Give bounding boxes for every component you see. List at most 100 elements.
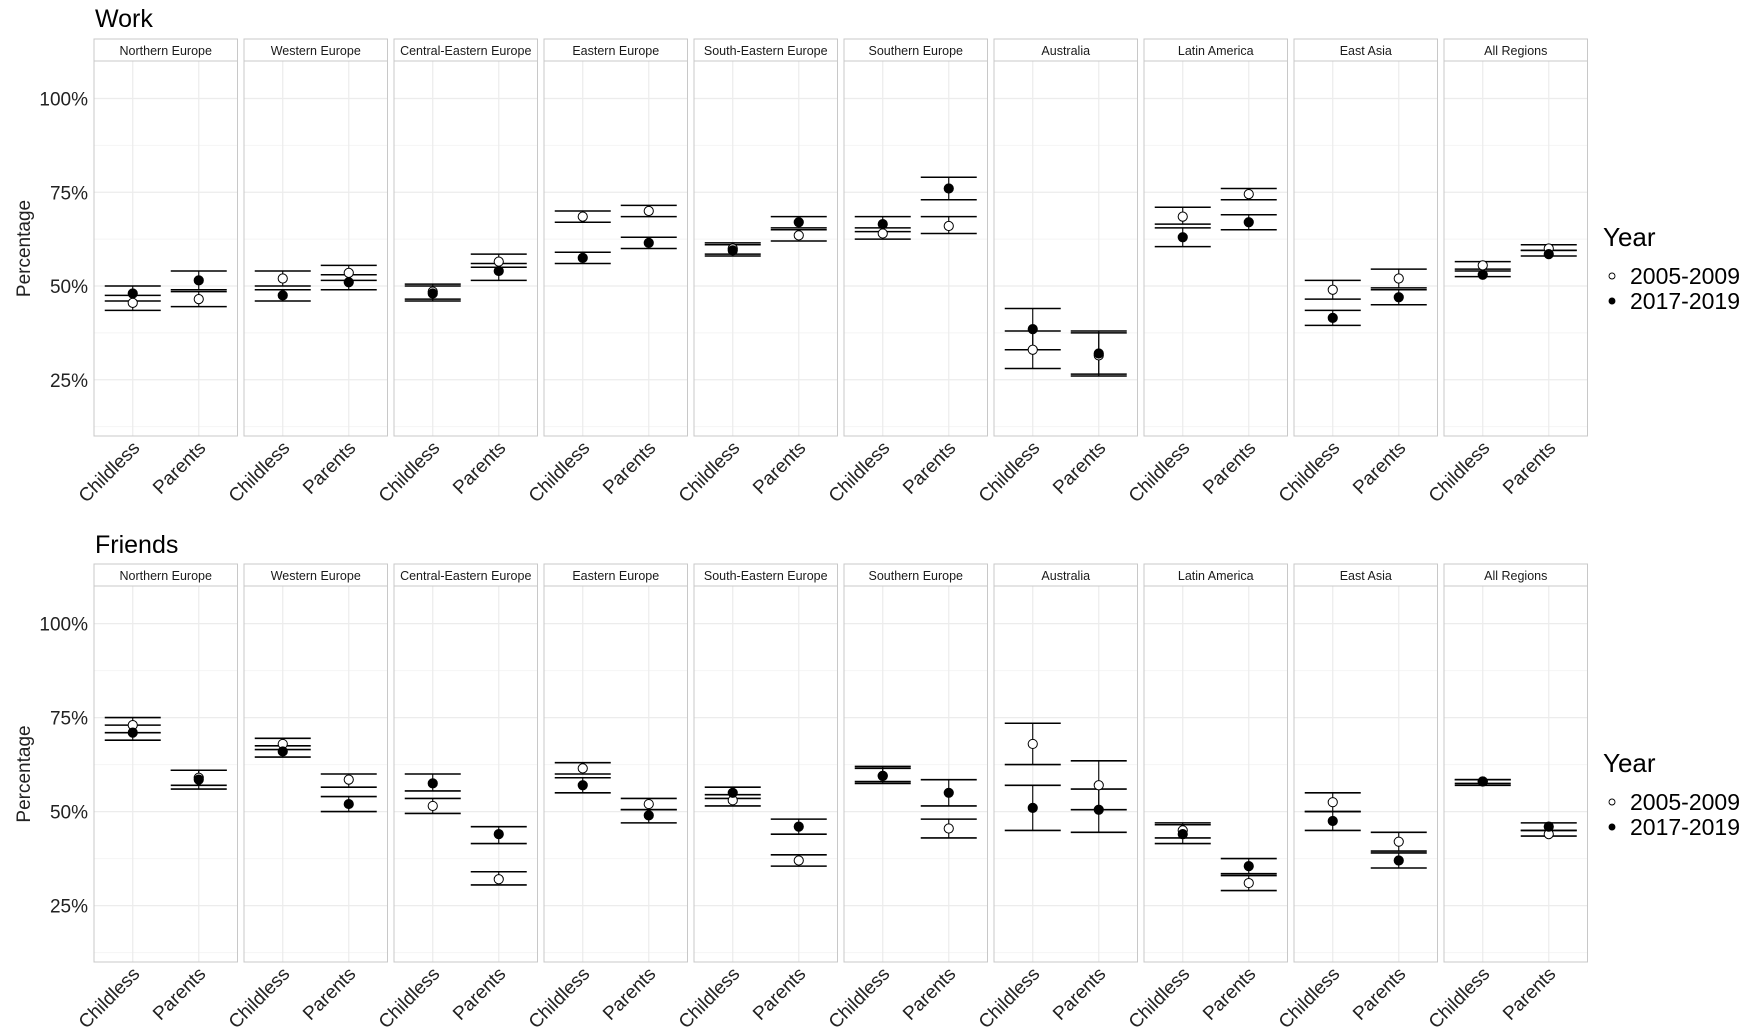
point-2005-2009	[427, 800, 438, 812]
point-2005-2009	[577, 211, 588, 222]
panel-border	[1443, 585, 1588, 963]
point-2017-2019	[1393, 855, 1404, 866]
point-2017-2019	[277, 290, 288, 301]
x-tick-label: Parents	[1349, 964, 1410, 1025]
point-2005-2009	[577, 763, 588, 774]
x-tick-label: Childless	[1125, 964, 1194, 1028]
x-tick-label: Parents	[1199, 964, 1260, 1025]
x-tick-label: Parents	[899, 964, 960, 1025]
panel-border	[993, 585, 1138, 963]
point-2005-2009	[1177, 211, 1188, 222]
point-2017-2019	[727, 245, 738, 256]
point-2017-2019	[643, 237, 654, 248]
y-tick-label: 100%	[39, 90, 88, 111]
x-tick-label: Parents	[1349, 438, 1410, 499]
x-tick-label: Childless	[825, 964, 894, 1028]
facet-label: Eastern Europe	[572, 569, 659, 583]
panel-border	[93, 60, 238, 437]
point-2005-2009	[493, 874, 504, 885]
plot-area	[1294, 61, 1438, 436]
y-tick-label: 75%	[50, 183, 88, 204]
facet-panel: Latin America Childless Parents	[1125, 563, 1288, 1028]
x-tick-label: Childless	[825, 438, 894, 507]
panel-border	[993, 60, 1138, 437]
y-tick-label: 100%	[39, 615, 88, 636]
point-2017-2019	[1243, 217, 1254, 228]
legend-entry: 2017-2019	[1630, 288, 1740, 314]
facet-panel: All Regions Childless Parents	[1425, 38, 1588, 507]
x-tick-label: Parents	[1049, 438, 1110, 499]
point-2017-2019	[1027, 324, 1038, 335]
plot-area	[94, 586, 238, 962]
x-tick-label: Childless	[375, 964, 444, 1028]
x-tick-label: Childless	[1275, 438, 1344, 507]
point-2005-2009	[643, 798, 654, 810]
point-2017-2019	[1327, 312, 1338, 323]
x-tick-label: Childless	[375, 438, 444, 507]
point-2017-2019	[727, 787, 738, 798]
facet-panel: Latin America Childless Parents	[1125, 38, 1288, 507]
x-tick-label: Childless	[525, 438, 594, 507]
panel-border	[693, 60, 838, 437]
panel-border	[1143, 585, 1288, 963]
point-2005-2009	[943, 220, 954, 232]
x-tick-label: Parents	[299, 438, 360, 499]
facet-panel: Australia Childless Parents	[975, 38, 1138, 507]
facet-label: Northern Europe	[120, 44, 212, 58]
point-2017-2019	[493, 829, 504, 840]
x-tick-label: Parents	[1049, 964, 1110, 1025]
legend-title: Year	[1603, 748, 1656, 778]
x-tick-label: Parents	[749, 438, 810, 499]
facet-label: Latin America	[1178, 44, 1254, 58]
panel-title: Work	[95, 5, 153, 33]
facet-label: Northern Europe	[120, 569, 212, 583]
facet-label: Central-Eastern Europe	[400, 44, 531, 58]
plot-area	[94, 61, 238, 436]
point-2017-2019	[1093, 348, 1104, 359]
x-tick-label: Childless	[975, 964, 1044, 1028]
x-tick-label: Parents	[899, 438, 960, 499]
x-tick-label: Parents	[1199, 438, 1260, 499]
x-tick-label: Parents	[599, 964, 660, 1025]
x-tick-label: Parents	[299, 964, 360, 1025]
panel-border	[243, 60, 388, 437]
legend-entry: 2005-2009	[1630, 263, 1740, 289]
legend-key-filled	[1608, 823, 1616, 831]
point-2017-2019	[1393, 292, 1404, 303]
point-2005-2009	[193, 294, 204, 305]
y-tick-label: 25%	[50, 897, 88, 918]
x-tick-label: Parents	[1499, 964, 1560, 1025]
x-tick-label: Parents	[749, 964, 810, 1025]
point-2017-2019	[943, 183, 954, 194]
facet-label: Southern Europe	[868, 44, 963, 58]
point-2005-2009	[1027, 738, 1038, 750]
facet-label: Western Europe	[271, 569, 361, 583]
facet-label: Eastern Europe	[572, 44, 659, 58]
facet-panel: East Asia Childless Parents	[1275, 38, 1438, 507]
facet-panel: Central-Eastern Europe Childless Parents	[375, 563, 538, 1028]
panel-border	[393, 60, 538, 437]
panel-border	[543, 60, 688, 437]
point-2017-2019	[877, 770, 888, 781]
panel-border	[543, 585, 688, 963]
point-2017-2019	[793, 821, 804, 832]
point-2017-2019	[943, 787, 954, 798]
panel-border	[243, 585, 388, 963]
point-2005-2009	[1393, 273, 1404, 284]
point-2005-2009	[493, 256, 504, 267]
facet-label: Western Europe	[271, 44, 361, 58]
facet-label: Latin America	[1178, 569, 1254, 583]
point-2017-2019	[1543, 821, 1554, 832]
panel-border	[1143, 60, 1288, 437]
facet-label: All Regions	[1484, 44, 1547, 58]
point-2017-2019	[1243, 861, 1254, 872]
y-tick-label: 50%	[50, 277, 88, 298]
x-tick-label: Parents	[449, 438, 510, 499]
facet-label: South-Eastern Europe	[704, 569, 828, 583]
panel-border	[1443, 60, 1588, 437]
point-2017-2019	[193, 275, 204, 286]
plot-area	[844, 586, 988, 962]
x-tick-label: Childless	[1425, 438, 1494, 507]
